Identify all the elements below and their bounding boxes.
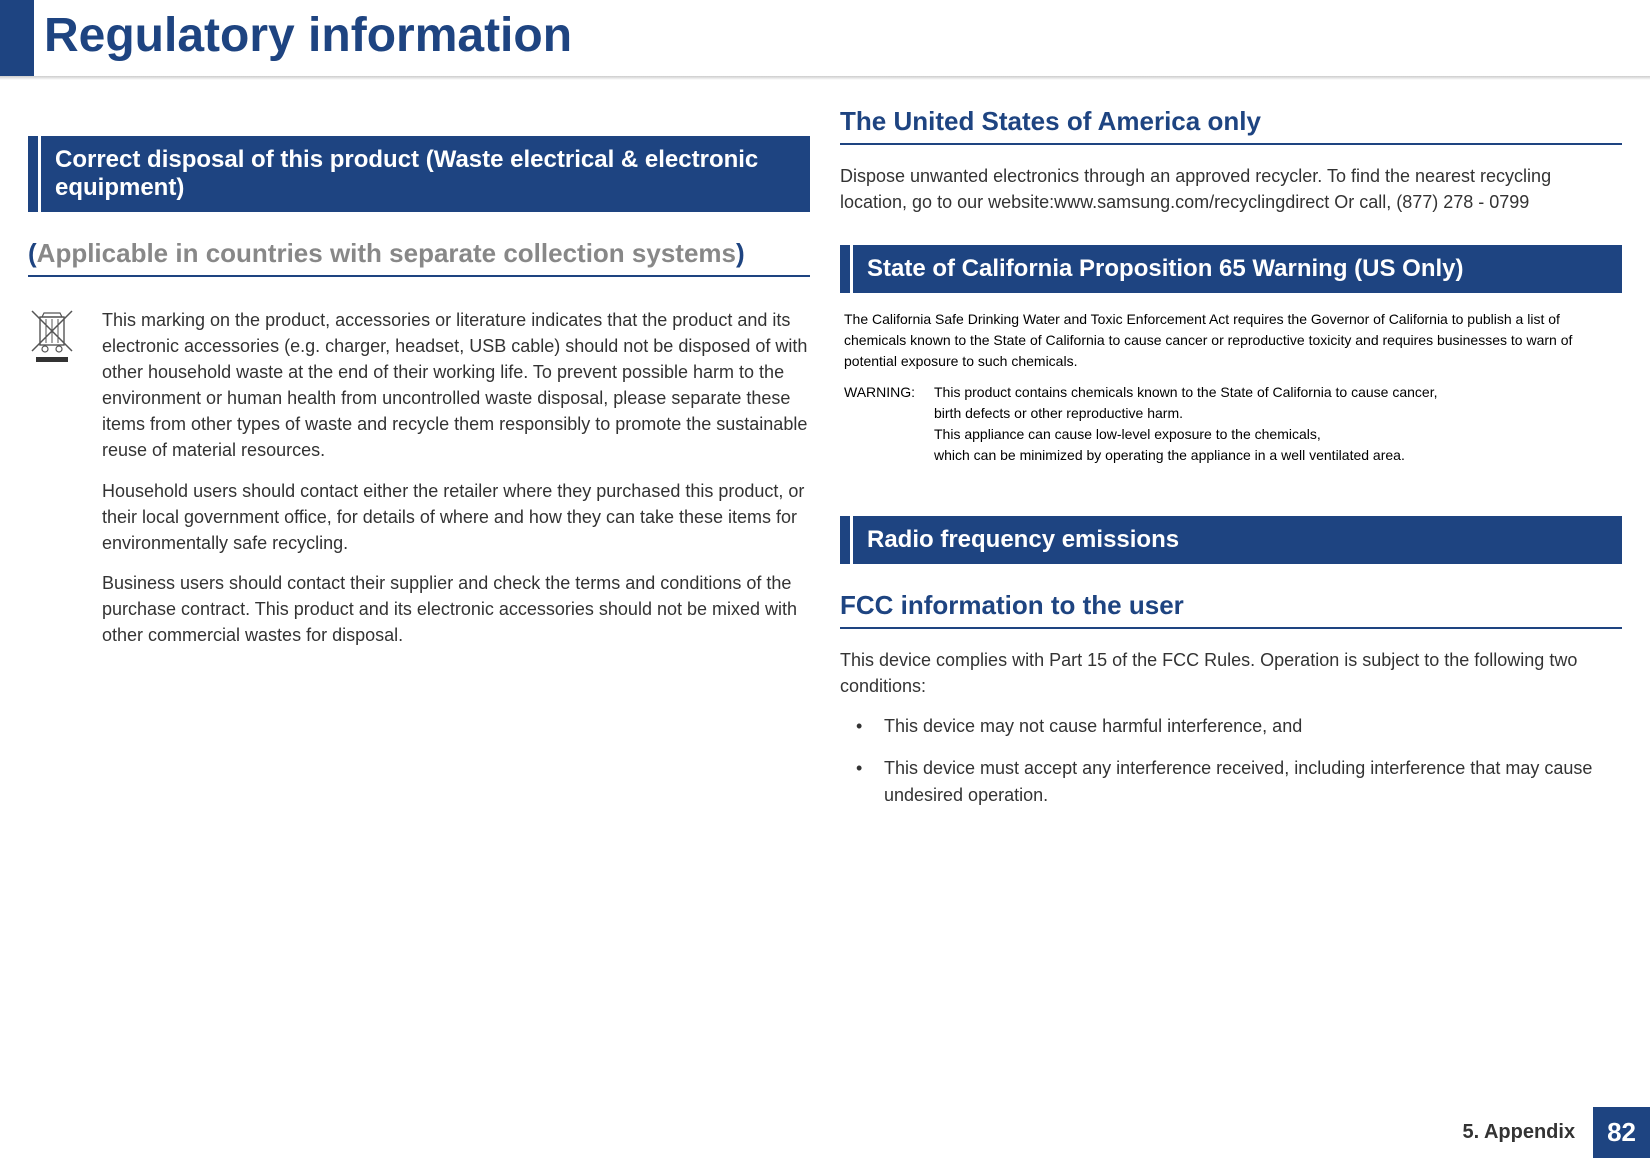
weee-text-cell: This marking on the product, accessories…	[102, 307, 810, 662]
weee-bin-icon	[28, 307, 76, 363]
prop65-warning-text: This product contains chemicals known to…	[934, 382, 1618, 466]
section-accent	[840, 245, 850, 293]
fcc-info-title: FCC information to the user	[840, 590, 1622, 629]
right-column: The United States of America only Dispos…	[840, 106, 1622, 1108]
section-header-disposal-label: Correct disposal of this product (Waste …	[41, 136, 810, 212]
fcc-bullet-2: This device must accept any interference…	[864, 755, 1622, 807]
prop65-warning-row: WARNING: This product contains chemicals…	[844, 382, 1618, 466]
section-header-disposal: Correct disposal of this product (Waste …	[28, 136, 810, 212]
left-column: Correct disposal of this product (Waste …	[28, 106, 810, 1108]
us-only-para: Dispose unwanted electronics through an …	[840, 163, 1622, 215]
header-divider	[0, 76, 1650, 80]
subsection-applicable-countries: (Applicable in countries with separate c…	[28, 238, 810, 277]
header-accent-bar	[0, 0, 34, 76]
weee-info-row: This marking on the product, accessories…	[28, 307, 810, 662]
section-accent	[28, 136, 38, 212]
section-accent	[840, 516, 850, 564]
footer-chapter-label: 5. Appendix	[1444, 1107, 1593, 1158]
prop65-warning-label: WARNING:	[844, 382, 934, 466]
footer: 5. Appendix 82	[1444, 1107, 1650, 1158]
fcc-intro: This device complies with Part 15 of the…	[840, 647, 1622, 699]
section-header-rf-label: Radio frequency emissions	[853, 516, 1622, 564]
weee-icon-cell	[28, 307, 84, 662]
subsection-prefix: (	[28, 238, 37, 268]
prop65-line3: This appliance can cause low-level expos…	[934, 424, 1618, 445]
prop65-line1: This product contains chemicals known to…	[934, 382, 1618, 403]
content-area: Correct disposal of this product (Waste …	[28, 106, 1622, 1108]
section-header-prop65-label: State of California Proposition 65 Warni…	[853, 245, 1622, 293]
section-header-prop65: State of California Proposition 65 Warni…	[840, 245, 1622, 293]
subsection-gray-text: Applicable in countries with separate co…	[37, 238, 736, 268]
fcc-bullet-list: This device may not cause harmful interf…	[840, 713, 1622, 807]
section-header-rf: Radio frequency emissions	[840, 516, 1622, 564]
footer-page-number: 82	[1593, 1107, 1650, 1158]
fcc-bullet-1: This device may not cause harmful interf…	[864, 713, 1622, 739]
prop65-line4: which can be minimized by operating the …	[934, 445, 1618, 466]
subsection-suffix: )	[736, 238, 745, 268]
page-title: Regulatory information	[44, 8, 572, 63]
prop65-box: The California Safe Drinking Water and T…	[840, 293, 1622, 486]
prop65-intro: The California Safe Drinking Water and T…	[844, 309, 1618, 372]
disposal-para-2: Household users should contact either th…	[102, 478, 810, 556]
prop65-line2: birth defects or other reproductive harm…	[934, 403, 1618, 424]
disposal-para-1: This marking on the product, accessories…	[102, 307, 810, 464]
us-only-title: The United States of America only	[840, 106, 1622, 145]
disposal-para-3: Business users should contact their supp…	[102, 570, 810, 648]
